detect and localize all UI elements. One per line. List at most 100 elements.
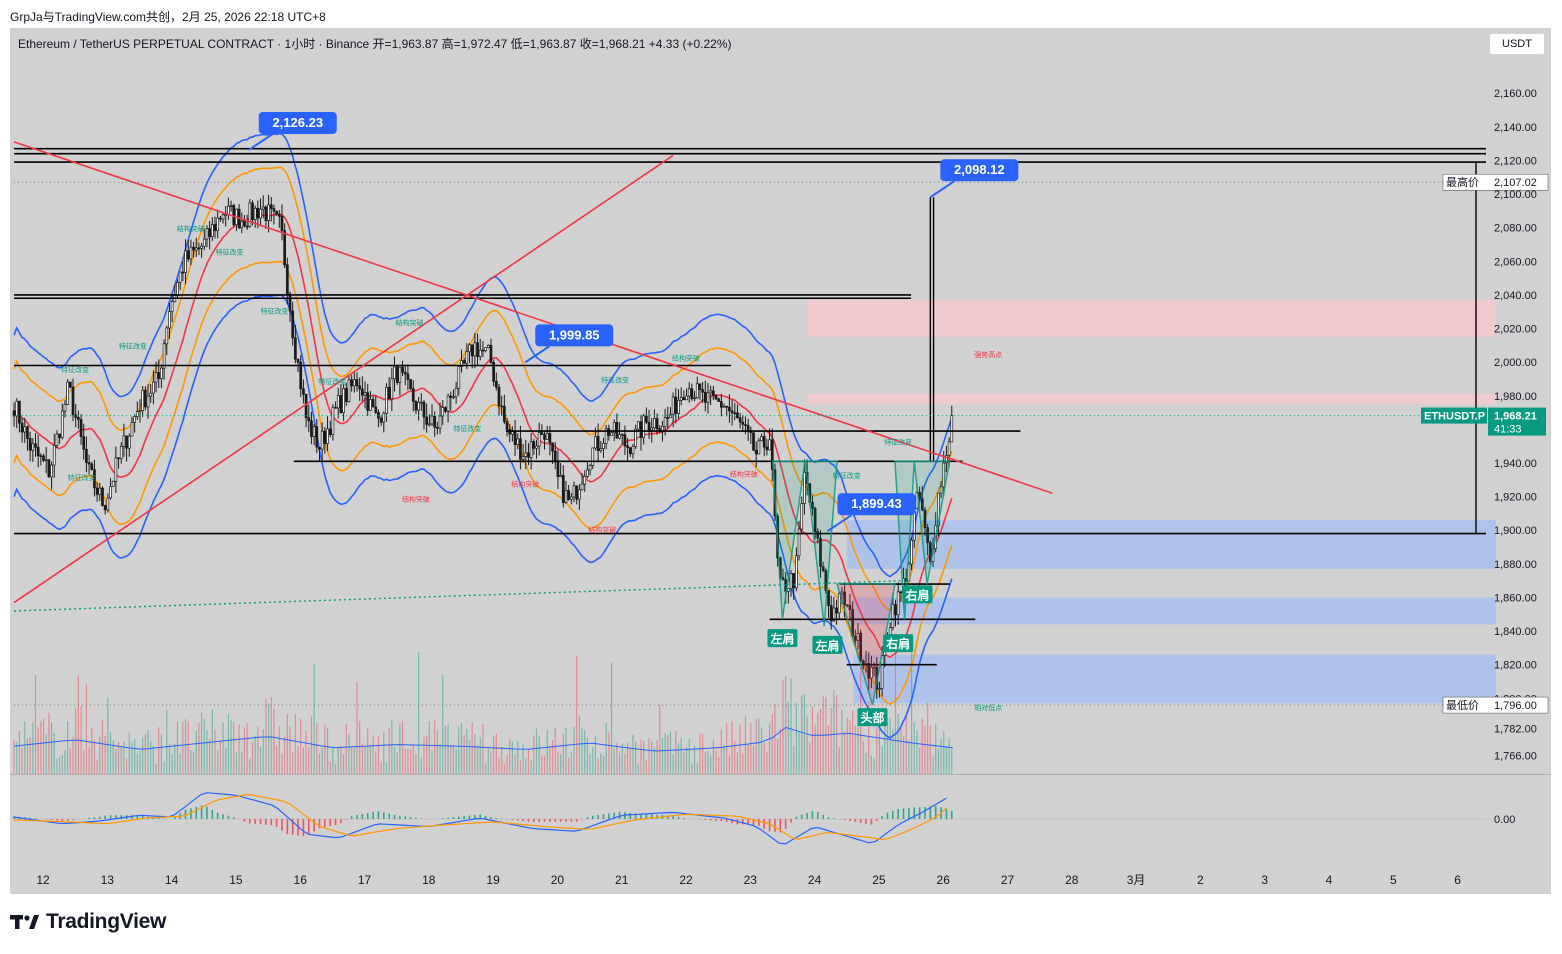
candle-body [803, 471, 806, 504]
osc-histogram-bar [495, 818, 498, 819]
candle-body [698, 383, 702, 390]
candle-body [323, 430, 327, 444]
volume-bar [685, 747, 688, 774]
small-annotation: 特征改变 [119, 342, 147, 351]
volume-bar [846, 717, 848, 774]
candle-body [926, 527, 930, 543]
candle-body [422, 401, 426, 418]
volume-bar [632, 735, 634, 774]
y-tick-label: 2,000.00 [1494, 357, 1537, 369]
candle-body [275, 210, 278, 215]
candle-body [71, 386, 75, 416]
volume-bar [718, 756, 720, 774]
osc-histogram-bar [817, 811, 819, 819]
osc-zero-label: 0.00 [1494, 814, 1515, 826]
osc-histogram-bar [479, 814, 482, 819]
volume-bar [608, 732, 610, 774]
osc-histogram-bar [618, 811, 621, 819]
y-tick-label: 2,120.00 [1494, 155, 1537, 167]
volume-bar [442, 674, 444, 774]
osc-histogram-bar [741, 819, 744, 825]
osc-histogram-bar [372, 811, 374, 819]
volume-bar [359, 720, 361, 774]
volume-bar [691, 763, 693, 774]
volume-bar [88, 747, 90, 774]
candle-body [369, 399, 372, 411]
small-annotation: 特征改变 [61, 365, 89, 374]
x-tick-label: 13 [101, 873, 115, 887]
candle-body [441, 407, 445, 417]
osc-histogram-bar [463, 816, 465, 819]
volume-bar [91, 727, 93, 774]
candle-body [733, 412, 737, 415]
osc-histogram-bar [275, 819, 278, 827]
volume-bar [586, 737, 589, 774]
candle-body [189, 246, 193, 260]
candle-body [430, 415, 434, 425]
volume-bar [838, 747, 840, 774]
osc-histogram-bar [527, 819, 530, 822]
volume-bar [278, 726, 280, 774]
candle-body [618, 434, 621, 439]
volume-bar [388, 727, 390, 774]
osc-histogram-bar [516, 819, 519, 821]
volume-bar [187, 720, 189, 774]
volume-bar [72, 737, 74, 774]
y-tick-label: 2,020.00 [1494, 324, 1537, 336]
chart-canvas[interactable]: 结构突破特征改变特征改变特征改变特征改变特征改变特征改变结构突破特征改变结构突破… [10, 28, 1551, 894]
last-price-value: 1,968.21 [1494, 411, 1537, 423]
volume-bar [900, 727, 902, 774]
osc-histogram-bar [50, 819, 53, 821]
volume-bar [589, 753, 591, 774]
candle-body [848, 605, 852, 610]
candle-body [647, 421, 651, 431]
candle-body [561, 474, 565, 503]
candle-body [135, 411, 139, 417]
volume-bar [158, 727, 160, 774]
osc-histogram-bar [704, 819, 707, 820]
candle-body [928, 542, 932, 562]
volume-bar [249, 757, 251, 774]
candle-body [433, 415, 437, 428]
candle-body [272, 208, 276, 212]
high-price-tag-label: 最高价 [1446, 175, 1479, 189]
candle-body [436, 426, 439, 429]
volume-bar [927, 702, 929, 774]
osc-histogram-bar [452, 817, 455, 819]
y-tick-label: 1,980.00 [1494, 391, 1537, 403]
volume-bar [345, 723, 347, 774]
volume-bar [661, 737, 664, 774]
osc-histogram-bar [586, 817, 589, 819]
candle-body [677, 400, 680, 414]
candle-body [690, 388, 694, 400]
volume-bar [297, 746, 299, 774]
volume-bar [664, 733, 666, 774]
volume-bar [128, 732, 130, 774]
candle-body [152, 381, 155, 394]
volume-bar [423, 737, 425, 774]
candle-body [845, 604, 849, 607]
pattern-label-text: 头部 [860, 710, 884, 725]
osc-histogram-bar [865, 819, 867, 824]
volume-bar [26, 738, 29, 774]
candle-body [93, 469, 96, 489]
currency-button[interactable]: USDT [1489, 33, 1545, 55]
volume-bar [334, 763, 337, 774]
candle-body [331, 406, 335, 435]
osc-histogram-bar [795, 816, 798, 819]
volume-bar [479, 737, 481, 774]
candle-body [227, 205, 230, 215]
osc-histogram-bar [859, 819, 862, 823]
candle-body [714, 394, 718, 400]
candle-body [248, 202, 252, 227]
candle-body [819, 537, 822, 567]
candle-body [623, 434, 627, 447]
candle-body [765, 446, 769, 451]
candle-body [363, 392, 367, 396]
volume-bar [919, 747, 921, 774]
volume-bar [533, 735, 535, 774]
candle-body [580, 483, 584, 491]
candle-body [50, 464, 53, 478]
candle-body [685, 395, 688, 401]
candle-body [98, 487, 102, 495]
